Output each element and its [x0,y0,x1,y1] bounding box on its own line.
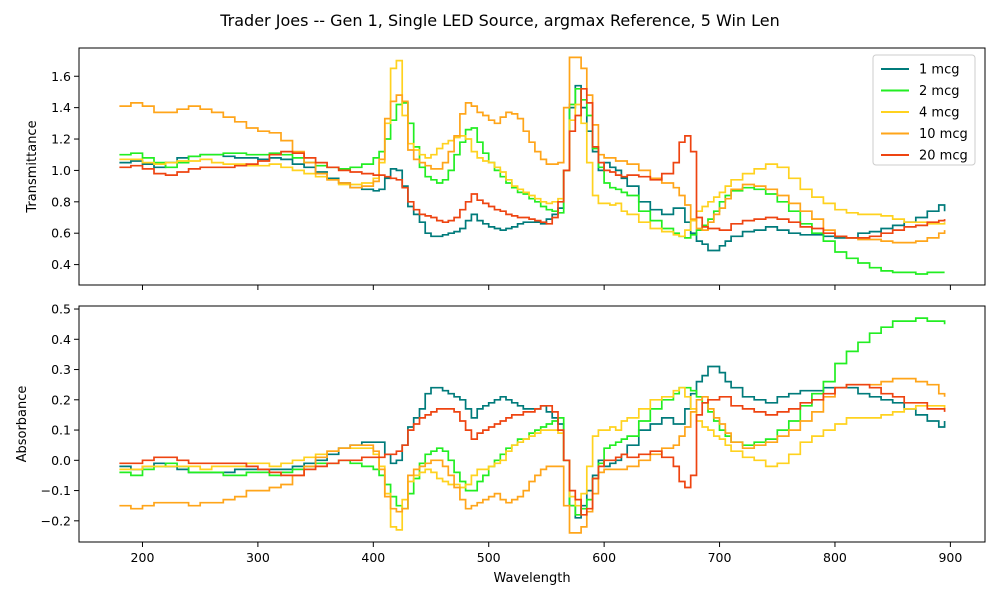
legend-label: 2 mcg [919,84,959,99]
y-tick-label: 0.1 [51,423,71,438]
x-tick-label: 800 [823,550,847,565]
y-axis-label: Transmittance [25,120,40,213]
legend: 1 mcg 2 mcg 4 mcg 10 mcg 20 mcg [872,54,976,166]
series-group [119,317,946,534]
series-line-2-mcg [119,87,945,275]
series-line-4-mcg [119,59,946,238]
y-tick-label: 1.0 [51,163,71,178]
y-tick-label: 1.4 [51,100,71,115]
x-axis-label: Wavelength [493,571,570,586]
chart-title: Trader Joes -- Gen 1, Single LED Source,… [219,11,780,30]
y-tick-label: 0.4 [51,257,71,272]
x-tick-label: 600 [592,550,616,565]
series-group [119,56,946,275]
y-tick-label: −0.1 [41,483,71,498]
legend-label: 10 mcg [919,127,968,142]
x-tick-label: 400 [361,550,385,565]
series-line-10-mcg [119,56,946,244]
legend-label: 4 mcg [919,106,959,121]
plot-panel-2: 200 300 400 500 600 700 800 900 −0.2 −0.1 0.0 0.1 0.… [15,302,986,586]
y-tick-label: −0.2 [41,513,71,528]
series-line-2-mcg [119,317,946,516]
y-tick-label: 0.3 [51,362,71,377]
series-line-20-mcg [119,87,946,239]
y-tick-label: 1.2 [51,132,71,147]
y-tick-label: 0.5 [51,302,71,317]
y-tick-label: 1.6 [51,69,71,84]
x-tick-label: 500 [477,550,501,565]
y-axis-label: Absorbance [15,386,30,463]
y-tick-label: 0.4 [51,332,71,347]
x-tick-label: 200 [131,550,155,565]
y-tick-label: 0.6 [51,226,71,241]
y-tick-label: 0.8 [51,194,71,209]
y-tick-label: 0.2 [51,392,71,407]
x-tick-label: 700 [708,550,732,565]
series-line-1-mcg [119,84,946,252]
legend-label: 1 mcg [919,63,959,78]
x-tick-label: 300 [246,550,270,565]
plot-panel-1: 0.4 0.6 0.8 1.0 1.2 1.4 1.6 Transmittance 1 mcg 2… [25,47,986,290]
series-line-1-mcg [119,365,946,519]
series-line-10-mcg [119,377,946,534]
axes-frame [78,47,986,286]
legend-label: 20 mcg [919,149,968,164]
x-tick-label: 900 [938,550,962,565]
legend-box [872,54,976,166]
series-line-20-mcg [119,383,946,516]
y-tick-label: 0.0 [51,453,71,468]
axes-frame [78,305,986,543]
